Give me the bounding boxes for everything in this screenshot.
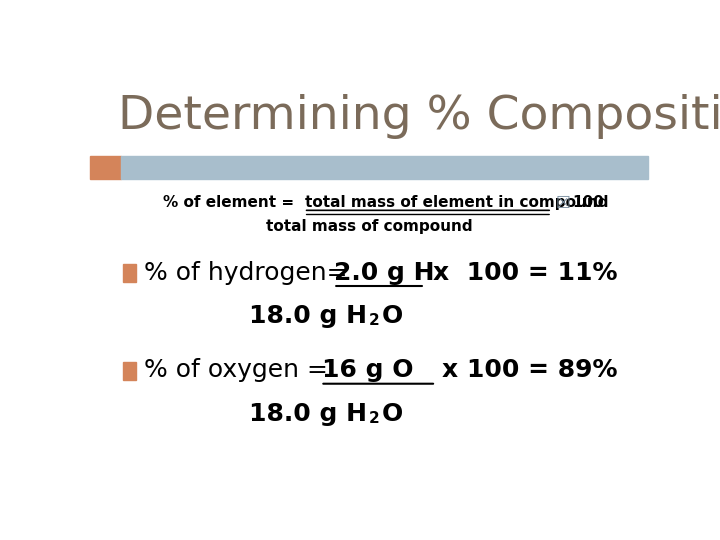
Text: 2: 2 bbox=[369, 411, 379, 426]
Text: total mass of element in compound: total mass of element in compound bbox=[305, 195, 608, 211]
Text: 18.0 g H: 18.0 g H bbox=[249, 305, 366, 328]
Text: 100: 100 bbox=[572, 195, 604, 211]
Bar bbox=[124, 265, 136, 282]
Text: % of element =: % of element = bbox=[163, 195, 299, 211]
Text: x 100 = 89%: x 100 = 89% bbox=[441, 359, 617, 382]
Text: ☒: ☒ bbox=[556, 194, 571, 212]
Text: % of oxygen =: % of oxygen = bbox=[143, 359, 328, 382]
Text: total mass of compound: total mass of compound bbox=[266, 219, 472, 234]
Text: 2: 2 bbox=[369, 313, 379, 328]
Bar bbox=[90, 156, 121, 179]
Bar bbox=[124, 362, 136, 380]
Text: O: O bbox=[382, 305, 402, 328]
Text: x  100 = 11%: x 100 = 11% bbox=[433, 261, 617, 285]
Text: 18.0 g H: 18.0 g H bbox=[249, 402, 366, 426]
Text: 2.0 g H: 2.0 g H bbox=[334, 261, 435, 285]
Bar bbox=[121, 156, 648, 179]
Text: % of hydrogen=: % of hydrogen= bbox=[143, 261, 347, 285]
Text: Determining % Composition: Determining % Composition bbox=[118, 94, 720, 139]
Text: 16 g O: 16 g O bbox=[322, 359, 413, 382]
Text: O: O bbox=[382, 402, 402, 426]
